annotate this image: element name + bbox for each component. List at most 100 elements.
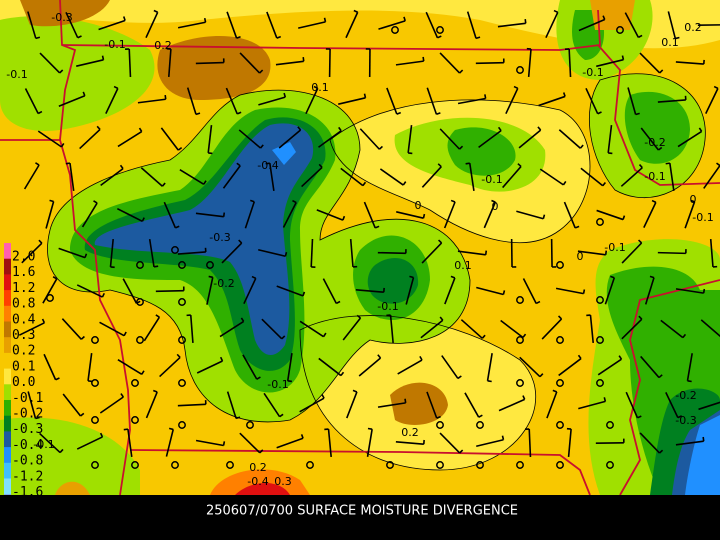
station (178, 421, 186, 429)
contour-label: 0.2 (684, 21, 702, 34)
wind-barb (703, 165, 720, 189)
wind-barb (65, 11, 79, 39)
wind-barb (625, 391, 639, 419)
wind-barb (278, 129, 302, 149)
contour-label: 0.1 (454, 259, 472, 272)
wind-barb-tick (457, 375, 462, 380)
wind-barb (109, 238, 114, 268)
wind-barb (684, 201, 696, 229)
wind-barb (76, 284, 103, 298)
field (210, 469, 310, 495)
wind-barb (468, 163, 475, 191)
wind-barb (128, 48, 132, 78)
wind-barb-tick (657, 146, 663, 151)
legend-label: 0.0 (12, 375, 35, 390)
wind-barb (342, 317, 362, 341)
wind-barb (127, 429, 133, 457)
wind-barb-tick (287, 380, 293, 383)
wind-barb-tick (55, 377, 60, 381)
wind-barb-tick (222, 212, 226, 217)
station (46, 294, 54, 302)
station (596, 379, 604, 387)
wind-barb (518, 129, 542, 149)
wind-barb (675, 61, 704, 65)
wind-barb (621, 318, 643, 340)
wind-barb (639, 52, 661, 74)
wind-barb (421, 242, 443, 264)
wind-barb (589, 314, 595, 344)
wind-barb-tick (136, 300, 141, 305)
wind-barb-tick (238, 239, 243, 244)
wind-barb-tick (300, 434, 304, 439)
wind-barb-tick (93, 200, 98, 204)
contour-labels: -0.3 -0.1 0.2 -0.1 0.1 0.2 0.1 -0.1 -0.4… (6, 11, 713, 488)
wind-barb (117, 358, 143, 376)
wind-barb-tick (302, 57, 305, 62)
legend-swatch (4, 258, 11, 275)
wind-barb-tick (120, 393, 125, 398)
wind-barb (567, 428, 572, 458)
contour-label: -0.1 (692, 211, 713, 224)
wind-barb-tick (259, 449, 264, 454)
wind-barb-tick (292, 199, 297, 204)
wind-barb-tick (522, 395, 526, 400)
wind-barb-tick (302, 291, 306, 297)
isolines (47, 73, 706, 471)
wind-barb-tick (236, 111, 242, 115)
wind-barb (439, 128, 461, 150)
wind-barb (604, 277, 616, 305)
wind-barb-tick (687, 380, 692, 383)
wind-barb-tick (637, 415, 642, 419)
legend-label: -0.2 (12, 407, 43, 422)
wind-barb (43, 353, 57, 381)
wind-barb (379, 168, 404, 186)
wind-barb (478, 130, 502, 148)
wind-barb-tick (119, 164, 124, 170)
wind-barb-tick (276, 35, 282, 39)
wind-barb (305, 87, 319, 115)
wind-barb-tick (322, 332, 327, 338)
station (131, 461, 139, 469)
station (171, 246, 179, 254)
wind-barb (318, 130, 342, 148)
station (171, 461, 179, 469)
wind-barb (558, 129, 581, 149)
wind-barb (239, 52, 261, 74)
wind-barb (502, 165, 522, 189)
wind-barb-tick (123, 331, 127, 337)
wind-barb-tick (651, 199, 657, 204)
wind-barb-tick (702, 436, 705, 442)
wind-barb (389, 314, 394, 344)
wind-barb-tick (259, 144, 264, 149)
station (596, 296, 604, 304)
station (556, 421, 564, 429)
wind-barb-tick (35, 36, 41, 40)
station (306, 461, 314, 469)
wind-barb-tick (219, 356, 224, 362)
station (436, 461, 444, 469)
fields (0, 0, 720, 495)
wind-barb-tick (113, 85, 119, 90)
field (272, 142, 296, 165)
wind-barb-tick (240, 317, 245, 322)
wind-barb (238, 129, 262, 149)
wind-barb (439, 52, 461, 74)
wind-barb (61, 318, 82, 340)
wind-barb (527, 48, 532, 78)
contour-label: 0 (492, 200, 499, 213)
caption-bar (0, 495, 720, 540)
wind-barb (269, 163, 275, 191)
wind-barb (426, 391, 438, 419)
contour-label: -0.1 (377, 300, 398, 313)
wind-barb (366, 429, 373, 457)
field (590, 0, 635, 30)
wind-barb (69, 163, 75, 191)
wind-barb-tick (422, 56, 425, 62)
wind-barb (318, 357, 342, 377)
wind-barb-tick (203, 180, 207, 185)
wind-barb (439, 432, 461, 454)
wind-barb-tick (59, 448, 64, 454)
wind-barb-tick (537, 126, 542, 131)
wind-barb-tick (352, 389, 358, 393)
wind-barb-tick (553, 9, 559, 14)
